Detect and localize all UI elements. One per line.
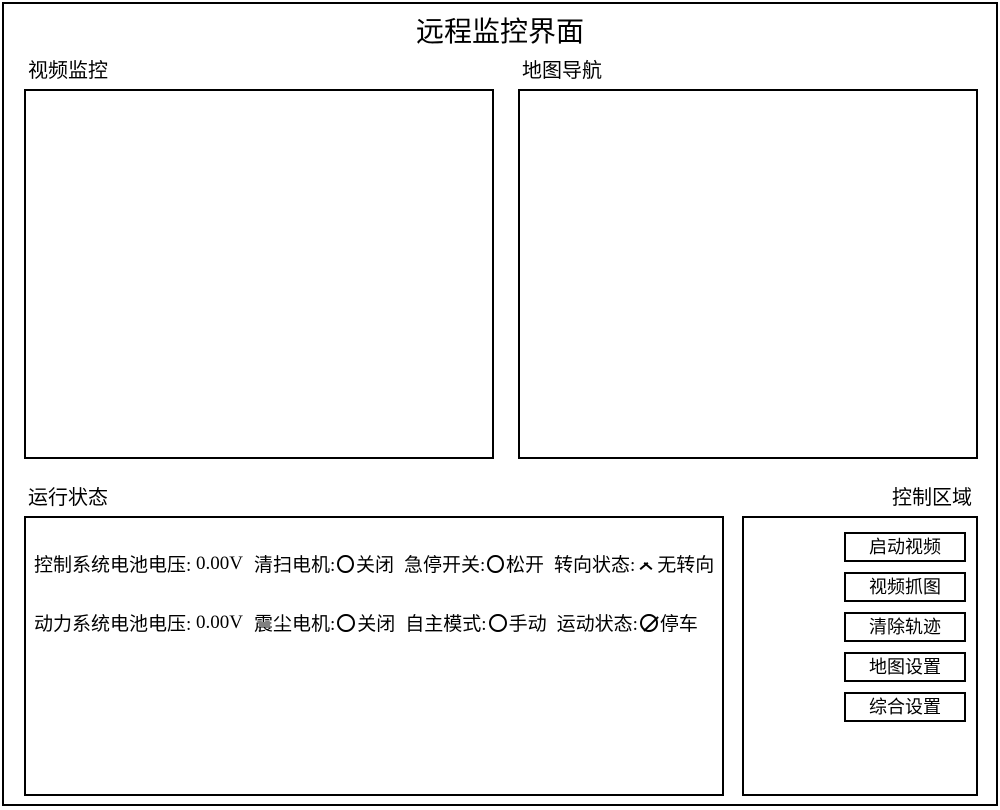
caret-up-icon (637, 557, 655, 571)
control-voltage-value: 0.00V (196, 553, 243, 575)
section-labels-row: 运行状态 控制区域 (24, 481, 978, 516)
circle-indicator-icon (337, 555, 354, 573)
upper-panels: 视频监控 地图导航 (4, 54, 996, 459)
clear-track-button[interactable]: 清除轨迹 (844, 612, 966, 642)
dust-motor-item: 震尘电机: 关闭 (254, 609, 395, 636)
auto-mode-item: 自主模式: 手动 (405, 609, 546, 636)
sweep-motor-item: 清扫电机: 关闭 (254, 550, 394, 577)
general-settings-button[interactable]: 综合设置 (844, 692, 966, 722)
page-title: 远程监控界面 (4, 4, 996, 54)
motion-state-label: 运动状态: (557, 609, 638, 636)
steering-state-label: 转向状态: (554, 550, 635, 577)
estop-switch-item: 急停开关: 松开 (404, 550, 544, 577)
map-panel-label: 地图导航 (518, 54, 978, 89)
control-box: 启动视频 视频抓图 清除轨迹 地图设置 综合设置 (742, 516, 978, 796)
start-video-button[interactable]: 启动视频 (844, 532, 966, 562)
video-panel-label: 视频监控 (24, 54, 494, 89)
power-voltage-label: 动力系统电池电压: (34, 609, 191, 636)
map-panel-box (518, 89, 978, 459)
status-row-1: 控制系统电池电压: 0.00V 清扫电机: 关闭 急停开关: 松 (34, 550, 714, 577)
map-panel-group: 地图导航 (518, 54, 978, 459)
dust-motor-label: 震尘电机: (254, 609, 335, 636)
status-control-group: 运行状态 控制区域 控制系统电池电压: 0.00V 清扫电机: (24, 481, 978, 796)
auto-mode-label: 自主模式: (405, 609, 486, 636)
power-voltage-value: 0.00V (196, 612, 243, 634)
circle-indicator-icon (337, 614, 355, 632)
circle-indicator-icon (489, 614, 507, 632)
sweep-motor-label: 清扫电机: (254, 550, 335, 577)
dust-motor-value: 关闭 (357, 609, 395, 636)
control-voltage-item: 控制系统电池电压: 0.00V (34, 550, 244, 577)
power-voltage-item: 动力系统电池电压: 0.00V (34, 609, 244, 636)
prohibit-icon (640, 614, 658, 632)
control-section-label: 控制区域 (892, 481, 978, 510)
steering-state-value: 无转向 (657, 550, 714, 577)
circle-indicator-icon (487, 555, 504, 573)
video-panel-box (24, 89, 494, 459)
control-voltage-label: 控制系统电池电压: (34, 550, 191, 577)
estop-switch-value: 松开 (506, 550, 544, 577)
status-section-label: 运行状态 (24, 481, 108, 510)
bottom-row: 控制系统电池电压: 0.00V 清扫电机: 关闭 急停开关: 松 (24, 516, 978, 796)
auto-mode-value: 手动 (509, 609, 547, 636)
main-window: 远程监控界面 视频监控 地图导航 运行状态 控制区域 控制系统电池电压: (2, 2, 998, 806)
sweep-motor-value: 关闭 (356, 550, 394, 577)
map-settings-button[interactable]: 地图设置 (844, 652, 966, 682)
lower-section: 运行状态 控制区域 控制系统电池电压: 0.00V 清扫电机: (4, 481, 996, 796)
steering-state-item: 转向状态: 无转向 (554, 550, 714, 577)
motion-state-value: 停车 (660, 609, 698, 636)
estop-switch-label: 急停开关: (404, 550, 485, 577)
motion-state-item: 运动状态: 停车 (557, 609, 698, 636)
status-box: 控制系统电池电压: 0.00V 清扫电机: 关闭 急停开关: 松 (24, 516, 724, 796)
video-panel-group: 视频监控 (24, 54, 494, 459)
video-capture-button[interactable]: 视频抓图 (844, 572, 966, 602)
status-row-2: 动力系统电池电压: 0.00V 震尘电机: 关闭 自主模式: 手 (34, 609, 714, 636)
